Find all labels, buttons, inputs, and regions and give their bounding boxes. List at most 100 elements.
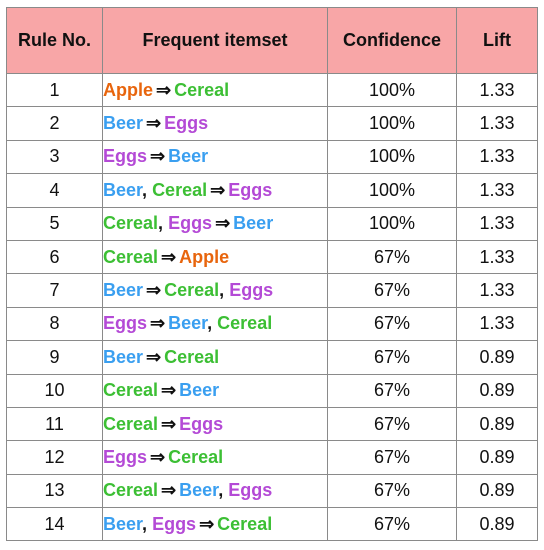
- table-row: 7 Beer ⇒ Cereal, Eggs 67% 1.33: [6, 273, 538, 308]
- lift-value: 1.33: [456, 72, 538, 108]
- item-beer: Beer: [103, 513, 143, 534]
- table-row: 5 Cereal, Eggs ⇒ Beer 100% 1.33: [6, 206, 538, 241]
- item-cereal: Cereal: [152, 179, 208, 200]
- rule-number: 2: [6, 106, 103, 141]
- rule-number: 14: [6, 507, 103, 542]
- item-separator: ,: [218, 480, 229, 501]
- implies-arrow: ⇒: [146, 346, 162, 367]
- item-cereal: Cereal: [103, 380, 159, 401]
- rule-number: 12: [6, 440, 103, 475]
- confidence-value: 67%: [327, 473, 457, 509]
- item-apple: Apple: [179, 246, 230, 267]
- implies-arrow: ⇒: [156, 79, 172, 100]
- rule-number: 10: [6, 373, 103, 408]
- table-row: 11 Cereal ⇒ Eggs 67% 0.89: [6, 406, 538, 442]
- implies-arrow: ⇒: [215, 213, 231, 234]
- lift-value: 1.33: [456, 106, 538, 141]
- implies-arrow: ⇒: [161, 246, 177, 267]
- confidence-value: 67%: [327, 373, 457, 408]
- confidence-value: 67%: [327, 406, 457, 442]
- lift-value: 1.33: [456, 306, 538, 342]
- item-eggs: Eggs: [103, 446, 148, 467]
- frequent-itemset: Cereal ⇒ Apple: [102, 239, 328, 275]
- confidence-value: 67%: [327, 273, 457, 308]
- implies-arrow: ⇒: [146, 113, 162, 134]
- table-row: 10 Cereal ⇒ Beer 67% 0.89: [6, 373, 538, 408]
- item-eggs: Eggs: [103, 313, 148, 334]
- lift-value: 0.89: [456, 406, 538, 442]
- lift-value: 1.33: [456, 139, 538, 175]
- table-row: 3 Eggs ⇒ Beer 100% 1.33: [6, 139, 538, 175]
- table-row: 8 Eggs ⇒ Beer, Cereal 67% 1.33: [6, 306, 538, 342]
- rule-number: 11: [6, 406, 103, 442]
- item-eggs: Eggs: [228, 179, 273, 200]
- frequent-itemset: Cereal ⇒ Beer, Eggs: [102, 473, 328, 509]
- implies-arrow: ⇒: [146, 280, 162, 301]
- confidence-value: 100%: [327, 206, 457, 241]
- lift-value: 0.89: [456, 373, 538, 408]
- table-row: 13 Cereal ⇒ Beer, Eggs 67% 0.89: [6, 473, 538, 509]
- item-cereal: Cereal: [164, 346, 220, 367]
- frequent-itemset: Eggs ⇒ Beer: [102, 139, 328, 175]
- table-row: 12 Eggs ⇒ Cereal 67% 0.89: [6, 440, 538, 475]
- rule-number: 3: [6, 139, 103, 175]
- lift-value: 1.33: [456, 206, 538, 241]
- frequent-itemset: Beer ⇒ Cereal, Eggs: [102, 273, 328, 308]
- table-row: 4 Beer, Cereal ⇒ Eggs 100% 1.33: [6, 173, 538, 208]
- header-frequent-itemset: Frequent itemset: [102, 7, 328, 74]
- confidence-value: 100%: [327, 139, 457, 175]
- lift-value: 1.33: [456, 273, 538, 308]
- implies-arrow: ⇒: [161, 413, 177, 434]
- item-separator: ,: [142, 513, 153, 534]
- frequent-itemset: Cereal, Eggs ⇒ Beer: [102, 206, 328, 241]
- item-separator: ,: [207, 313, 218, 334]
- frequent-itemset: Beer ⇒ Eggs: [102, 106, 328, 141]
- item-cereal: Cereal: [217, 313, 273, 334]
- implies-arrow: ⇒: [199, 513, 215, 534]
- lift-value: 1.33: [456, 173, 538, 208]
- implies-arrow: ⇒: [150, 146, 166, 167]
- confidence-value: 100%: [327, 173, 457, 208]
- implies-arrow: ⇒: [150, 313, 166, 334]
- item-cereal: Cereal: [103, 413, 159, 434]
- item-eggs: Eggs: [228, 480, 273, 501]
- frequent-itemset: Beer, Cereal ⇒ Eggs: [102, 173, 328, 208]
- rule-number: 13: [6, 473, 103, 509]
- rule-number: 7: [6, 273, 103, 308]
- table-row: 9 Beer ⇒ Cereal 67% 0.89: [6, 340, 538, 375]
- lift-value: 1.33: [456, 239, 538, 275]
- item-beer: Beer: [179, 480, 219, 501]
- item-beer: Beer: [103, 346, 144, 367]
- table-row: 1 Apple ⇒ Cereal 100% 1.33: [6, 72, 538, 108]
- frequent-itemset: Beer, Eggs ⇒ Cereal: [102, 507, 328, 542]
- frequent-itemset: Apple ⇒ Cereal: [102, 72, 328, 108]
- implies-arrow: ⇒: [150, 446, 166, 467]
- item-separator: ,: [158, 213, 169, 234]
- header-lift: Lift: [456, 7, 538, 74]
- item-eggs: Eggs: [168, 213, 213, 234]
- implies-arrow: ⇒: [161, 380, 177, 401]
- frequent-itemset: Cereal ⇒ Eggs: [102, 406, 328, 442]
- item-beer: Beer: [233, 213, 274, 234]
- item-beer: Beer: [168, 313, 208, 334]
- rule-number: 6: [6, 239, 103, 275]
- implies-arrow: ⇒: [210, 179, 226, 200]
- lift-value: 0.89: [456, 473, 538, 509]
- rule-number: 9: [6, 340, 103, 375]
- table-header: Rule No. Frequent itemset Confidence Lif…: [6, 7, 538, 74]
- item-beer: Beer: [168, 146, 209, 167]
- item-beer: Beer: [103, 280, 144, 301]
- confidence-value: 67%: [327, 507, 457, 542]
- rule-number: 5: [6, 206, 103, 241]
- confidence-value: 67%: [327, 440, 457, 475]
- table-row: 6 Cereal ⇒ Apple 67% 1.33: [6, 239, 538, 275]
- frequent-itemset: Eggs ⇒ Cereal: [102, 440, 328, 475]
- confidence-value: 67%: [327, 306, 457, 342]
- item-cereal: Cereal: [103, 213, 159, 234]
- item-cereal: Cereal: [103, 246, 159, 267]
- header-row: Rule No. Frequent itemset Confidence Lif…: [6, 7, 538, 74]
- item-cereal: Cereal: [174, 79, 230, 100]
- item-cereal: Cereal: [217, 513, 273, 534]
- confidence-value: 100%: [327, 106, 457, 141]
- table-row: 2 Beer ⇒ Eggs 100% 1.33: [6, 106, 538, 141]
